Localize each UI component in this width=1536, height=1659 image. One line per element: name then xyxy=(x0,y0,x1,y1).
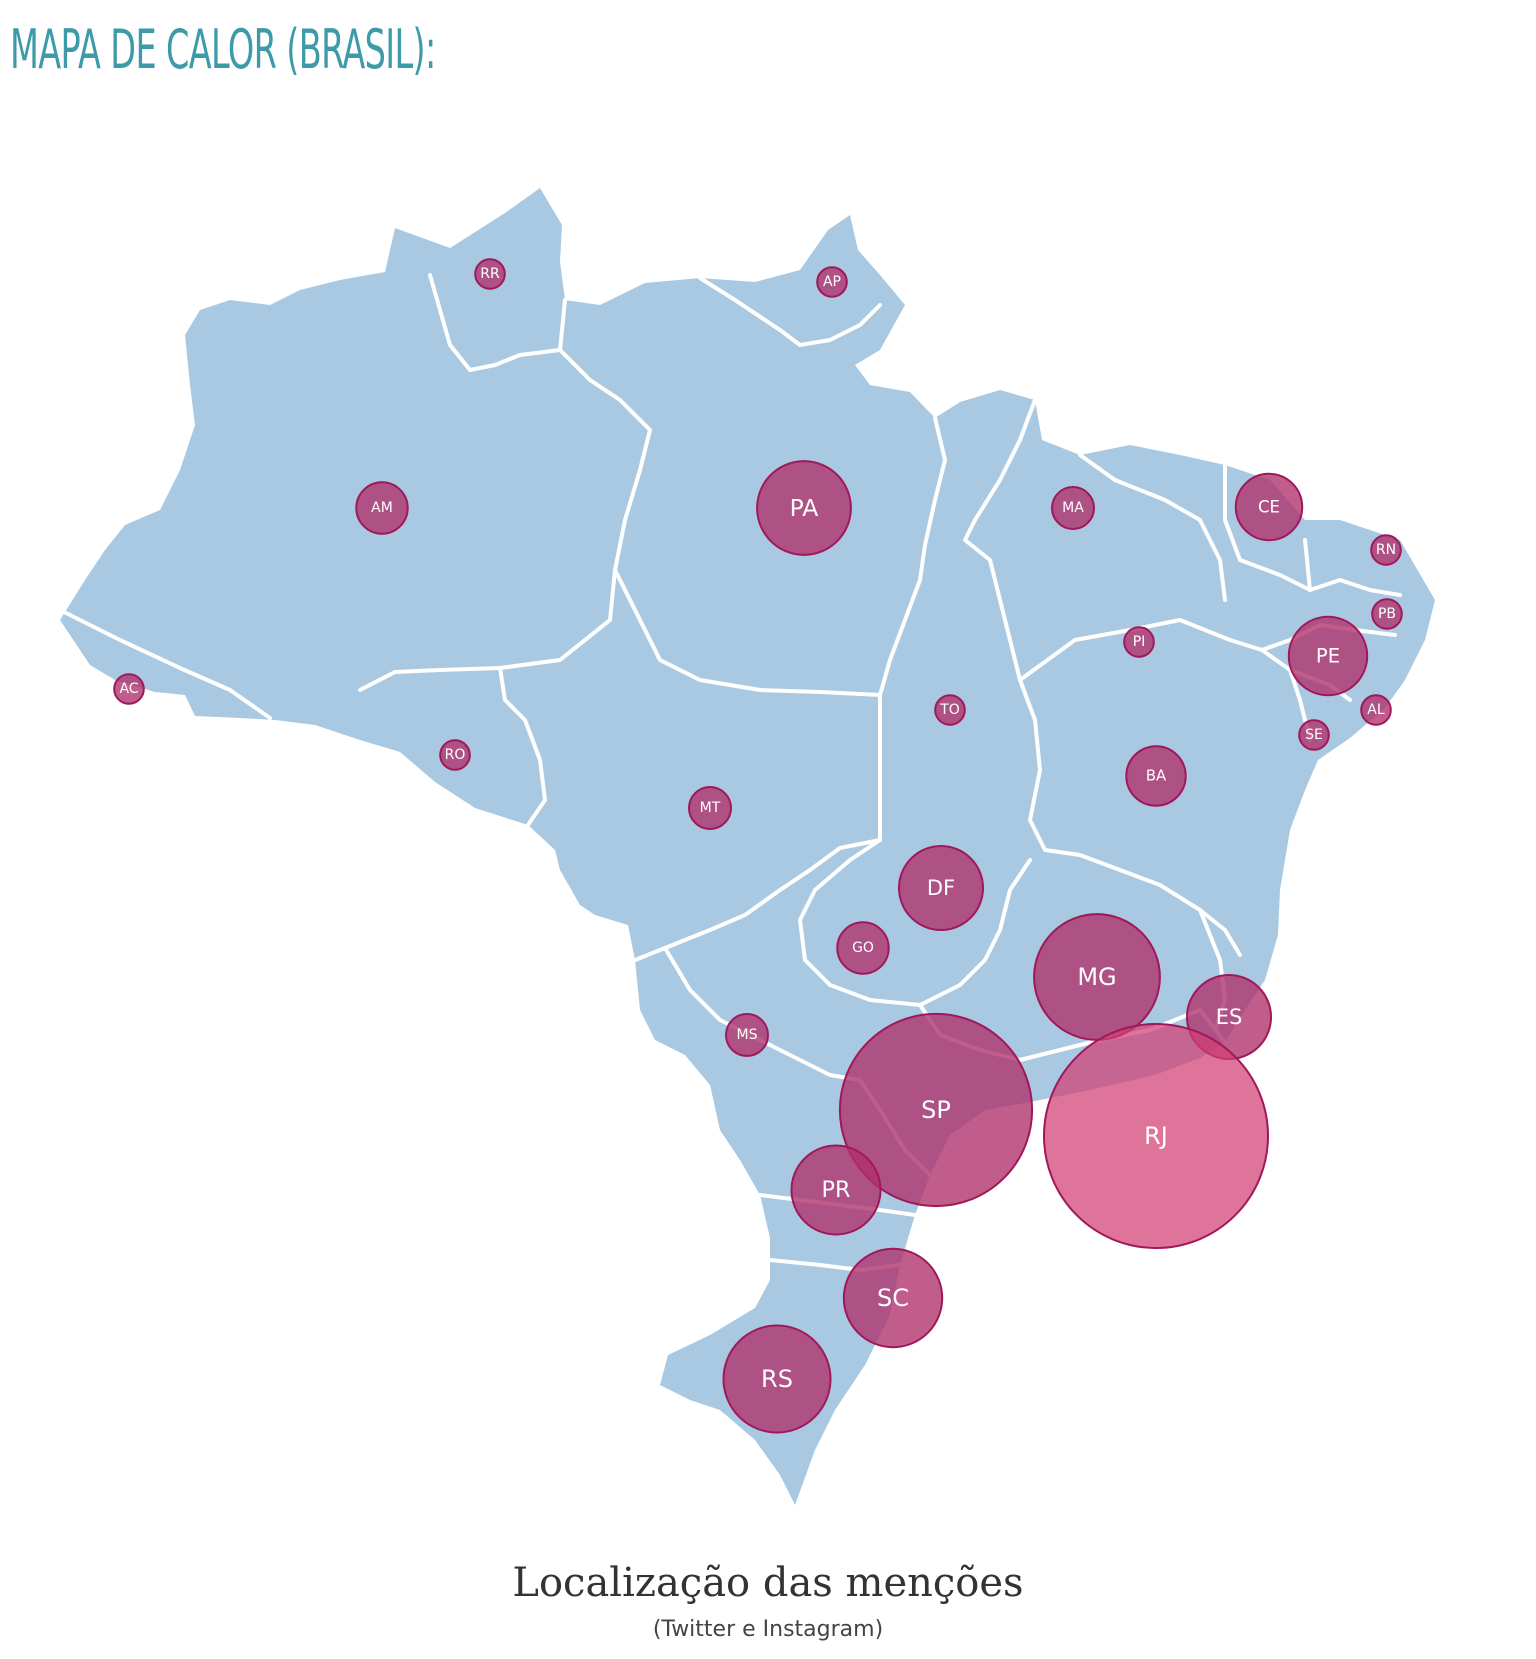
label-CE: CE xyxy=(1258,498,1280,517)
bubble-DF xyxy=(898,845,984,931)
bubble-MT xyxy=(688,786,732,830)
label-MA: MA xyxy=(1062,500,1084,516)
bubble-SC xyxy=(842,1247,944,1349)
label-MS: MS xyxy=(737,1027,758,1043)
bubble-AC xyxy=(113,673,145,705)
label-ES: ES xyxy=(1216,1005,1243,1029)
bubble-TO xyxy=(934,694,966,726)
label-MG: MG xyxy=(1077,963,1116,991)
label-layer: RR AP AM PA MA CE RN PB PE PI AL SE AC R… xyxy=(119,266,1396,1393)
label-AP: AP xyxy=(823,274,841,290)
bubble-AM xyxy=(355,481,409,535)
label-AM: AM xyxy=(371,500,393,516)
label-MT: MT xyxy=(700,800,721,816)
label-SP: SP xyxy=(921,1096,951,1124)
label-AC: AC xyxy=(119,681,138,697)
chart-title: Localização das menções xyxy=(512,1560,1024,1606)
label-BA: BA xyxy=(1146,768,1166,785)
bubble-MS xyxy=(725,1013,769,1057)
bubble-CE xyxy=(1234,472,1304,542)
label-PI: PI xyxy=(1133,634,1146,650)
label-RN: RN xyxy=(1376,542,1396,558)
label-DF: DF xyxy=(927,876,955,900)
bubble-RR xyxy=(474,258,506,290)
bubble-AP xyxy=(816,266,848,298)
label-RO: RO xyxy=(445,747,466,763)
label-SE: SE xyxy=(1305,727,1323,743)
label-GO: GO xyxy=(852,940,874,956)
label-PE: PE xyxy=(1316,645,1340,668)
label-SC: SC xyxy=(877,1284,909,1312)
bubble-RN xyxy=(1370,534,1402,566)
bubble-AL xyxy=(1360,694,1392,726)
label-TO: TO xyxy=(939,702,960,718)
label-RJ: RJ xyxy=(1144,1122,1168,1150)
bubble-SE xyxy=(1298,719,1330,751)
label-PR: PR xyxy=(822,1177,851,1203)
chart-subtitle: (Twitter e Instagram) xyxy=(652,1617,884,1642)
bubble-PI xyxy=(1123,626,1155,658)
label-PB: PB xyxy=(1378,606,1396,622)
bubble-RS xyxy=(722,1324,832,1434)
bubble-layer xyxy=(113,258,1403,1434)
bubble-PB xyxy=(1371,598,1403,630)
bubble-SP xyxy=(838,1012,1034,1208)
bubble-GO xyxy=(836,921,890,975)
bubble-RO xyxy=(439,739,471,771)
label-RR: RR xyxy=(480,266,500,282)
page-heading: MAPA DE CALOR (BRASIL): xyxy=(10,18,436,81)
bubble-PA xyxy=(756,460,852,556)
bubble-MA xyxy=(1051,486,1095,530)
bubble-BA xyxy=(1125,745,1187,807)
label-PA: PA xyxy=(790,494,819,522)
bubble-PE xyxy=(1287,615,1369,697)
label-RS: RS xyxy=(761,1365,793,1393)
label-AL: AL xyxy=(1367,702,1385,718)
bubble-PR xyxy=(790,1144,882,1236)
brazil-land xyxy=(60,188,1435,1505)
bubble-RJ xyxy=(1043,1023,1269,1249)
